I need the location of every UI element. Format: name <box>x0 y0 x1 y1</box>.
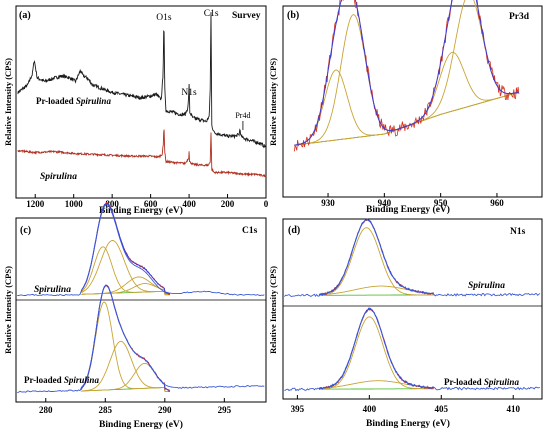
pr3d-envelope <box>294 0 520 146</box>
panel-d-xlabel: Binding Energy (eV) <box>366 418 450 429</box>
panel-a-label: (a) <box>19 10 31 21</box>
panel-b-title: Pr3d <box>509 12 530 22</box>
panel-b-label: (b) <box>287 10 299 21</box>
panel-c: (c) C1s 280 285 290 295 Spirulina Pr-loaded… <box>3 201 267 429</box>
panel-b-ylabel: Relative Intensity (CPS) <box>268 58 278 146</box>
panel-a: (a) Survey 1200 1000 800 600 400 200 0 O1s N1s C… <box>3 5 269 216</box>
panel-b-x-tick-label: 950 <box>434 198 448 208</box>
annotation-c1s: C1s <box>204 9 219 19</box>
panel-b: (b) Pr3d 930 940 950 960 Binding Energy (eV… <box>268 0 543 215</box>
panel-a-xlabel: Binding Energy (eV) <box>99 205 183 216</box>
annotation-n1s: N1s <box>181 88 197 98</box>
panel-d-x-tick-label: 405 <box>435 404 449 414</box>
c1s-0-envelope <box>81 202 171 295</box>
pr3d-raw-data <box>293 0 520 152</box>
panel-c-x-tick-label: 280 <box>39 405 53 415</box>
panel-b-ticks: 930 940 950 960 <box>321 193 504 208</box>
panel-a-plot <box>17 12 267 178</box>
c1s-0-component-3 <box>81 283 171 296</box>
panel-c-xlabel: Binding Energy (eV) <box>99 419 183 429</box>
panel-c-x-tick-label: 285 <box>99 405 113 415</box>
panel-d-label-spirulina: Spirulina <box>468 281 505 291</box>
panel-b-x-tick-label: 930 <box>321 198 335 208</box>
panel-c-label: (c) <box>20 225 31 236</box>
annotation-o1s: O1s <box>156 13 172 23</box>
c1s-1-component-1 <box>81 340 170 392</box>
panel-b-xlabel: Binding Energy (eV) <box>366 204 450 215</box>
panel-a-title: Survey <box>232 11 261 21</box>
panel-d-ylabel: Relative Intensity (CPS) <box>268 266 278 354</box>
panel-c-x-tick-label: 295 <box>218 405 232 415</box>
panel-a-x-tick-label: 1200 <box>26 199 45 209</box>
panel-c-x-tick-label: 290 <box>158 405 172 415</box>
n1s-0-envelope <box>318 219 434 296</box>
n1s-0-component-0 <box>318 227 434 296</box>
panel-b-frame <box>282 5 543 198</box>
panel-a-x-tick-label: 1000 <box>65 199 84 209</box>
c1s-1-full-trace <box>17 284 265 394</box>
panel-d-plot <box>284 218 541 392</box>
panel-b-x-tick-label: 960 <box>490 198 504 208</box>
panel-c-label-pr-loaded: Pr-loaded Spirulina <box>24 375 99 385</box>
panel-d-frame <box>282 218 543 400</box>
n1s-0-raw-data <box>318 219 434 296</box>
panel-a-frame <box>15 5 267 199</box>
panel-c-ticks: 280 285 290 295 <box>39 398 232 415</box>
n1s-1-component-1 <box>318 380 434 390</box>
annotation-pr4d: Pr4d <box>235 111 250 120</box>
n1s-1-envelope <box>318 308 434 389</box>
n1s-1-raw-data <box>318 308 434 391</box>
panel-b-plot <box>293 0 520 152</box>
n1s-0-full-trace <box>284 218 541 298</box>
panel-d-x-tick-label: 410 <box>506 404 520 414</box>
panel-d-x-tick-label: 395 <box>291 404 305 414</box>
panel-c-label-spirulina: Spirulina <box>34 285 71 295</box>
panel-d-ticks: 395 400 405 410 <box>291 395 520 414</box>
panel-d-label-pr-loaded: Pr-loaded Spirulina <box>444 377 519 387</box>
panel-a-x-tick-label: 600 <box>144 199 158 209</box>
series-label-spirulina: Spirulina <box>40 172 77 182</box>
panel-a-x-tick-label: 200 <box>221 199 235 209</box>
panel-a-ylabel: Relative Intensity (CPS) <box>3 58 13 146</box>
panel-b-x-tick-label: 940 <box>378 198 392 208</box>
c1s-0-component-1 <box>81 240 170 296</box>
n1s-1-component-0 <box>319 316 434 390</box>
panel-c-frame <box>15 217 267 403</box>
panel-a-annotations: O1s N1s C1s Pr4d <box>156 9 250 130</box>
panel-c-ylabel: Relative Intensity (CPS) <box>3 266 13 354</box>
panel-a-x-tick-label: 0 <box>264 199 269 209</box>
panel-d: (d) N1s 395 400 405 410 Spirulina Pr-loaded… <box>268 218 543 429</box>
survey-series-0 <box>17 12 267 149</box>
n1s-1-full-trace <box>284 307 541 392</box>
survey-series-1 <box>17 129 267 178</box>
panel-d-label: (d) <box>288 225 300 236</box>
panel-c-title: C1s <box>242 226 258 236</box>
c1s-0-full-trace <box>17 204 265 297</box>
panel-d-title: N1s <box>510 227 526 237</box>
panel-c-plot <box>17 201 265 394</box>
pr3d-component-1 <box>294 69 520 146</box>
series-label-pr-loaded: Pr-loaded Spirulina <box>36 96 111 106</box>
panel-a-ticks: 1200 1000 800 600 400 200 0 <box>26 194 269 209</box>
panel-a-x-tick-label: 400 <box>182 199 196 209</box>
panel-d-x-tick-label: 400 <box>363 404 377 414</box>
panel-a-x-tick-label: 800 <box>105 199 119 209</box>
